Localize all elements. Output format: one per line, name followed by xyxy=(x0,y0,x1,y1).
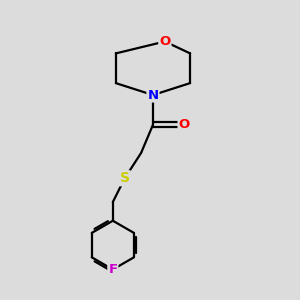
Text: S: S xyxy=(120,171,130,185)
Text: F: F xyxy=(108,263,117,276)
Text: N: N xyxy=(147,88,158,101)
Text: O: O xyxy=(159,35,170,48)
Text: O: O xyxy=(178,118,190,131)
